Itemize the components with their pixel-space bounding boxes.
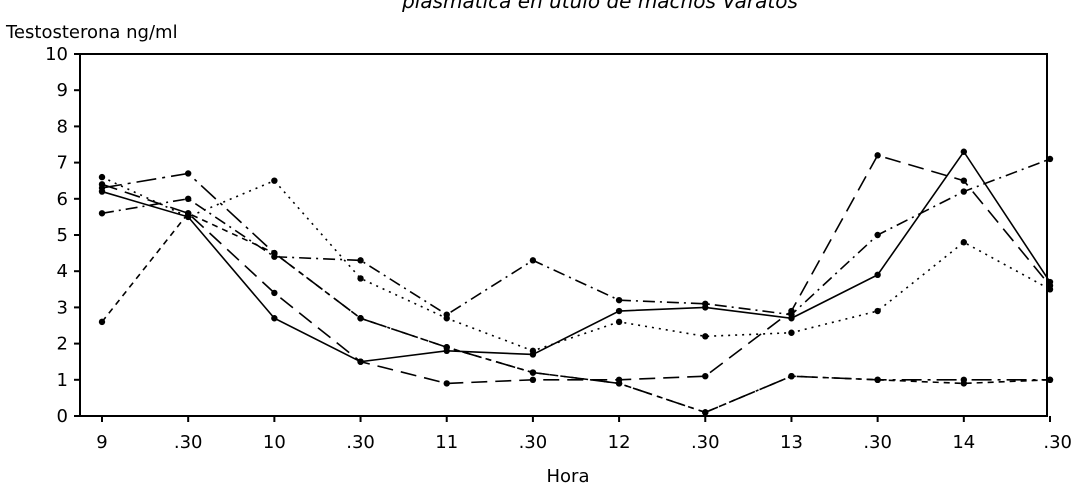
data-point (960, 177, 968, 184)
x-axis: 9 .30 10 .30 11 .30 12 .30 13 .30 14 .30 (96, 416, 1072, 453)
data-point (960, 239, 968, 246)
data-point (702, 300, 709, 307)
y-axis: 0 1 2 3 4 5 6 7 8 9 10 (45, 44, 80, 427)
data-point (271, 177, 278, 184)
series-line (101, 176, 1051, 352)
series-6 (98, 210, 1054, 416)
data-point (1046, 376, 1054, 383)
y-tick-label: 0 (57, 406, 68, 427)
data-point (1046, 155, 1054, 163)
plot-area-frame (79, 53, 1048, 417)
data-point (788, 372, 795, 380)
data-point (98, 184, 106, 192)
x-tick-label: .30 (1043, 432, 1072, 453)
data-point (615, 307, 623, 315)
x-tick-label: 13 (780, 432, 803, 453)
data-point (443, 380, 450, 387)
data-point (874, 231, 881, 239)
data-point (529, 376, 537, 383)
x-tick-label: .30 (519, 432, 548, 453)
data-point (702, 333, 709, 340)
data-point (529, 369, 537, 376)
chart-title: plasmática en útulo de machos Varatos (401, 0, 798, 13)
x-tick-label: .30 (174, 432, 203, 453)
data-point (357, 257, 364, 264)
data-point (357, 358, 364, 365)
data-point (788, 329, 795, 336)
data-point (960, 188, 968, 195)
data-point (788, 311, 795, 318)
y-tick-label: 6 (57, 189, 68, 210)
data-point (184, 195, 192, 202)
series-2 (98, 152, 1054, 387)
x-tick-label: .30 (863, 432, 892, 453)
series-3 (98, 173, 1054, 355)
data-point (874, 271, 881, 279)
x-tick-label: 9 (96, 432, 107, 453)
data-point (874, 152, 881, 159)
x-tick-label: 10 (263, 432, 286, 453)
series-1 (98, 148, 1054, 365)
series-line (101, 212, 1051, 414)
series-layer (98, 148, 1054, 416)
data-point (702, 409, 709, 416)
series-line (101, 172, 1050, 414)
y-tick-label: 4 (57, 261, 68, 282)
data-point (271, 249, 278, 257)
data-point (529, 347, 537, 355)
data-point (615, 318, 623, 326)
x-tick-label: .30 (346, 432, 375, 453)
data-point (443, 311, 450, 318)
data-point (615, 296, 623, 304)
data-point (702, 372, 709, 380)
data-point (98, 318, 106, 326)
series-4 (98, 155, 1054, 318)
data-point (98, 210, 106, 217)
data-point (357, 315, 364, 322)
data-point (271, 315, 278, 322)
y-tick-label: 1 (57, 370, 68, 391)
data-point (874, 376, 881, 383)
y-tick-label: 3 (57, 297, 68, 318)
data-point (960, 148, 968, 155)
x-tick-label: 12 (608, 432, 631, 453)
y-tick-label: 7 (57, 153, 68, 174)
y-tick-label: 5 (57, 225, 68, 246)
data-point (960, 380, 968, 387)
data-point (443, 344, 450, 351)
data-point (184, 170, 192, 177)
data-point (1046, 286, 1054, 293)
x-tick-label: .30 (691, 432, 720, 453)
data-point (529, 257, 537, 264)
y-tick-label: 10 (45, 44, 68, 65)
series-line (101, 158, 1051, 316)
y-axis-label: Testosterona ng/ml (5, 22, 178, 43)
x-tick-label: 14 (952, 432, 975, 453)
data-point (357, 275, 364, 282)
y-tick-label: 2 (57, 334, 68, 355)
x-tick-label: 11 (435, 432, 458, 453)
y-tick-label: 8 (57, 116, 68, 137)
data-point (615, 380, 623, 387)
data-point (184, 210, 192, 217)
series-line (101, 154, 1051, 385)
series-line (101, 150, 1051, 363)
x-axis-label: Hora (547, 466, 590, 487)
y-tick-label: 9 (57, 80, 68, 101)
data-point (98, 173, 106, 181)
data-point (874, 307, 881, 315)
data-point (271, 289, 278, 297)
